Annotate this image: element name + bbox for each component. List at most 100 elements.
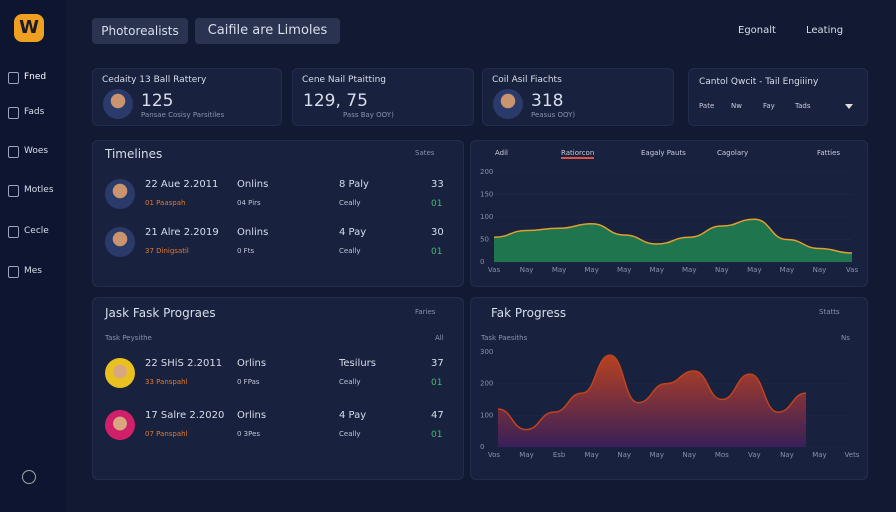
row-sub: 07 Panspahl <box>145 430 188 438</box>
nav-icon[interactable] <box>8 107 19 119</box>
filter-tab[interactable]: Pate <box>699 102 715 110</box>
y-tick-label: 200 <box>480 168 493 176</box>
row-sub: 01 <box>431 378 443 388</box>
avatar <box>493 89 523 119</box>
tasks-panel: Jask Fask Prograes Faries Task Peysithe … <box>92 297 464 480</box>
row-sub: 37 Dinigsatil <box>145 247 189 255</box>
stat-sub: Peasus OOY) <box>531 111 576 119</box>
timelines-panel: Timelines Sates 22 Aue 2.2011 Onlins 8 Pal… <box>92 140 464 287</box>
nav-item[interactable]: Motles <box>24 185 54 195</box>
x-tick-label: Nay <box>715 266 729 274</box>
y-tick-label: 0 <box>480 258 484 266</box>
chart-tab[interactable]: Eagaly Pauts <box>641 149 686 157</box>
y-tick-label: 150 <box>480 191 493 199</box>
axis-label: Ns <box>841 334 850 342</box>
stat-sub: Pansae Cosisy Parsitiles <box>141 111 225 119</box>
row-text: 4 Pay <box>339 410 367 421</box>
menu-item[interactable]: Egonalt <box>738 25 776 36</box>
panel-subtitle: Task Peysithe <box>105 334 152 342</box>
logo[interactable]: W <box>14 14 44 42</box>
panel-title: Timelines <box>105 147 163 161</box>
row-sub: 01 <box>431 430 443 440</box>
filter-card: Cantol Qwcit - Tail Engiiiny Pate Nw Fay Ta… <box>688 68 868 126</box>
avatar <box>105 410 135 440</box>
panel-action[interactable]: Statts <box>819 308 840 316</box>
dropdown[interactable] <box>845 104 853 113</box>
menu-item[interactable]: Leating <box>806 25 844 36</box>
tab[interactable]: Caifile are Limoles <box>195 18 340 44</box>
help-icon[interactable] <box>22 470 36 484</box>
row-text: 8 Paly <box>339 179 369 190</box>
filter-tab[interactable]: Nw <box>731 102 742 110</box>
chart-tab[interactable]: Ratiorcon <box>561 149 595 159</box>
avatar <box>103 89 133 119</box>
row-sub: 33 Panspahl <box>145 378 188 386</box>
x-tick-label: Vay <box>748 451 761 459</box>
nav-item[interactable]: Fned <box>24 72 47 82</box>
row-text: 33 <box>431 179 444 190</box>
nav-icon[interactable] <box>8 266 19 278</box>
nav-item[interactable]: Cecle <box>24 226 49 236</box>
x-tick-label: Nay <box>813 266 827 274</box>
y-tick-label: 0 <box>480 443 484 451</box>
panel-action[interactable]: Sates <box>415 149 435 157</box>
filter-tab[interactable]: Fay <box>763 102 775 110</box>
row-sub: 0 3Pes <box>237 430 261 438</box>
tab[interactable]: Photorealists <box>92 18 188 44</box>
x-tick-label: May <box>780 266 794 274</box>
stat-sub: Pass Bay OOY) <box>343 111 394 119</box>
row-text: 22 Aue 2.2011 <box>145 179 219 190</box>
nav-icon[interactable] <box>8 146 19 158</box>
nav-icon[interactable] <box>8 226 19 238</box>
x-tick-label: Nay <box>682 451 696 459</box>
x-tick-label: May <box>584 266 598 274</box>
stat-title: Coil Asil Fiachts <box>492 75 562 85</box>
chart-panel: Adil Ratiorcon Eagaly Pauts Cagolary Fatties <box>470 140 868 287</box>
nav-item[interactable]: Mes <box>24 266 42 276</box>
row-sub: 04 Pirs <box>237 199 261 207</box>
x-tick-label: Vos <box>488 451 501 459</box>
stat-card: Cedaity 13 Ball Rattery 125 Pansae Cosisy … <box>92 68 282 126</box>
sidebar: W Fned Fads Woes Motles Cecle Mes <box>0 0 66 512</box>
row-sub: 0 FPas <box>237 378 260 386</box>
x-tick-label: May <box>747 266 761 274</box>
nav-item[interactable]: Woes <box>24 146 49 156</box>
panel-title: Fak Progress <box>491 306 567 320</box>
avatar <box>105 358 135 388</box>
x-tick-label: May <box>552 266 566 274</box>
y-tick-label: 100 <box>480 411 493 419</box>
stat-title: Cedaity 13 Ball Rattery <box>102 75 207 85</box>
panel-filter[interactable]: All <box>435 334 444 342</box>
x-tick-label: May <box>617 266 631 274</box>
x-tick-label: Nay <box>617 451 631 459</box>
row-text: 37 <box>431 358 444 369</box>
panel-action[interactable]: Faries <box>415 308 436 316</box>
row-sub: 0 Fts <box>237 247 255 255</box>
x-tick-label: Mos <box>715 451 729 459</box>
stat-title: Cene Nail Ptaitting <box>302 75 386 85</box>
y-tick-label: 300 <box>480 348 493 356</box>
nav-icon[interactable] <box>8 185 19 197</box>
chart-tab[interactable]: Adil <box>495 149 508 157</box>
row-text: 47 <box>431 410 444 421</box>
stat-card: Cene Nail Ptaitting 129, 75 Pass Bay OOY) <box>292 68 474 126</box>
nav-icon[interactable] <box>8 72 19 84</box>
x-tick-label: Nay <box>520 266 534 274</box>
nav-item[interactable]: Fads <box>24 107 45 117</box>
row-text: 30 <box>431 227 444 238</box>
chart-tab[interactable]: Cagolary <box>717 149 749 157</box>
y-tick-label: 50 <box>480 236 489 244</box>
row-text: 4 Pay <box>339 227 367 238</box>
row-text: Onlins <box>237 179 269 190</box>
row-text: Orlins <box>237 410 267 421</box>
filter-tab[interactable]: Tads <box>795 102 811 110</box>
row-text: Orlins <box>237 358 267 369</box>
chart-tab[interactable]: Fatties <box>817 149 841 157</box>
panel-subtitle: Task Paesiths <box>481 334 528 342</box>
row-sub: Ceally <box>339 378 361 386</box>
panel-title: Jask Fask Prograes <box>105 306 216 320</box>
x-tick-label: May <box>682 266 696 274</box>
x-tick-label: Vets <box>845 451 860 459</box>
